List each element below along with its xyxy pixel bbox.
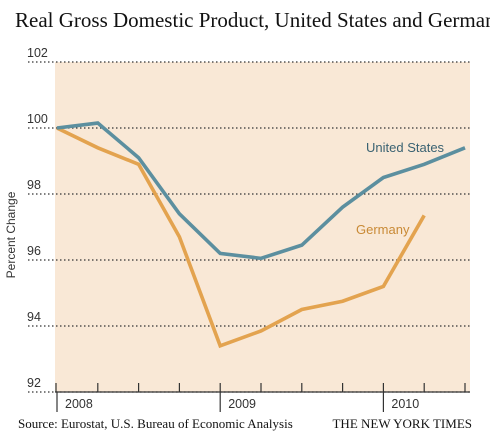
x-year-label: 2009 [228,397,256,411]
series-labels: United States Germany [356,140,445,237]
series-line-united-states [56,121,466,261]
series-label-germany: Germany [356,222,410,237]
source-note: Source: Eurostat, U.S. Bureau of Economi… [18,416,293,431]
series-label-united-states: United States [366,140,445,155]
y-tick-labels: 102 100 98 96 94 92 [27,46,48,390]
publisher-credit: THE NEW YORK TIMES [332,416,472,431]
plot-background [55,62,470,392]
x-axis: 2008 2009 2010 [55,383,470,412]
y-tick-label: 94 [27,310,41,324]
y-axis-label: Percent Change [4,191,18,278]
y-tick-label: 100 [27,112,48,126]
x-year-label: 2008 [65,397,93,411]
x-year-label: 2010 [391,397,419,411]
chart-title: Real Gross Domestic Product, United Stat… [15,8,490,32]
y-tick-label: 92 [27,376,41,390]
series-lines [56,121,466,349]
y-tick-label: 96 [27,244,41,258]
y-tick-label: 98 [27,178,41,192]
series-line-germany [56,126,426,349]
y-tick-label: 102 [27,46,48,60]
